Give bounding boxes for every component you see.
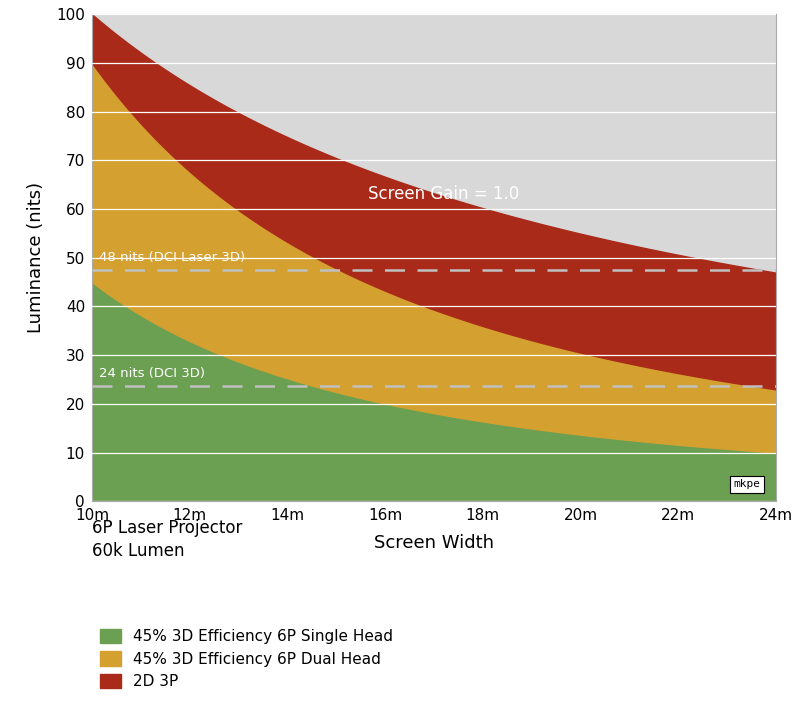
Text: 48 nits (DCI Laser 3D): 48 nits (DCI Laser 3D) — [99, 251, 246, 264]
Text: mkpe: mkpe — [733, 479, 760, 489]
Y-axis label: Luminance (nits): Luminance (nits) — [27, 182, 45, 333]
Text: 60k Lumen: 60k Lumen — [92, 542, 185, 560]
Text: 6P Laser Projector: 6P Laser Projector — [92, 519, 242, 537]
X-axis label: Screen Width: Screen Width — [374, 534, 494, 552]
Legend: 45% 3D Efficiency 6P Single Head, 45% 3D Efficiency 6P Dual Head, 2D 3P: 45% 3D Efficiency 6P Single Head, 45% 3D… — [100, 629, 394, 689]
Text: Screen Gain = 1.0: Screen Gain = 1.0 — [368, 186, 519, 203]
Text: 24 nits (DCI 3D): 24 nits (DCI 3D) — [99, 367, 206, 380]
